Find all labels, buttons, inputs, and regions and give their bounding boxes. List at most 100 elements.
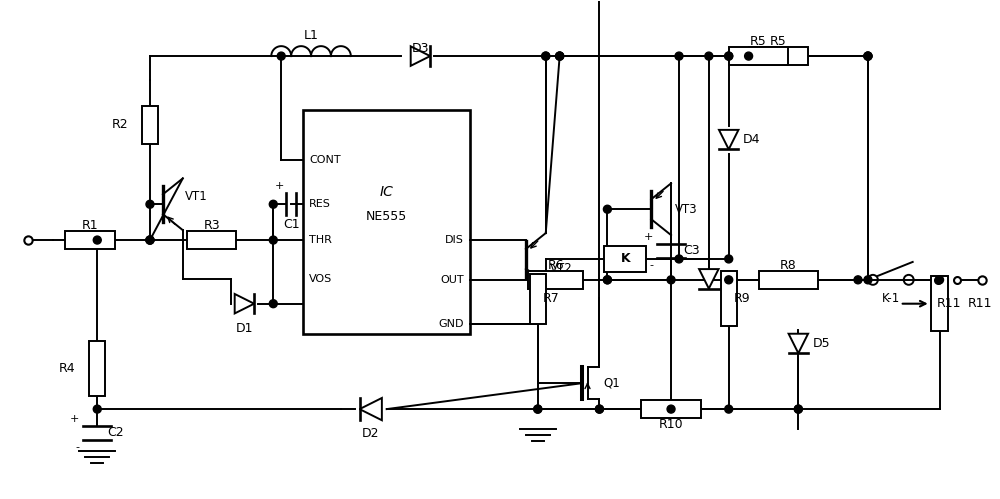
Text: K-1: K-1 [882, 292, 900, 305]
Polygon shape [789, 334, 808, 353]
Bar [65, 231, 115, 249]
Text: D5: D5 [812, 337, 830, 350]
Text: -: - [75, 442, 79, 452]
Circle shape [705, 52, 713, 60]
Circle shape [675, 52, 683, 60]
Text: R4: R4 [59, 362, 75, 375]
Circle shape [269, 300, 277, 308]
Bar [721, 271, 737, 326]
Bar [759, 271, 818, 289]
Text: R3: R3 [203, 219, 220, 232]
Circle shape [794, 405, 802, 413]
Circle shape [725, 52, 733, 60]
Circle shape [725, 405, 733, 413]
Circle shape [864, 52, 872, 60]
Text: VT1: VT1 [185, 190, 208, 203]
Text: R8: R8 [780, 259, 797, 272]
Circle shape [936, 276, 944, 284]
Circle shape [745, 52, 753, 60]
Circle shape [556, 52, 564, 60]
Text: -: - [649, 260, 653, 270]
Circle shape [93, 405, 101, 413]
Bar [187, 231, 236, 249]
Bar [604, 246, 646, 272]
Circle shape [603, 276, 611, 284]
Text: Q1: Q1 [603, 377, 620, 390]
Text: R2: R2 [111, 118, 128, 131]
Text: R5: R5 [770, 35, 787, 48]
Text: D3: D3 [412, 42, 429, 55]
Text: D4: D4 [723, 272, 740, 285]
Circle shape [146, 236, 154, 244]
Circle shape [146, 236, 154, 244]
Circle shape [146, 236, 154, 244]
Circle shape [725, 52, 733, 60]
Text: R11: R11 [967, 297, 992, 310]
Polygon shape [360, 398, 382, 420]
Circle shape [864, 52, 872, 60]
Text: +: + [70, 414, 79, 424]
Text: C1: C1 [283, 218, 299, 231]
Text: R5: R5 [750, 35, 767, 48]
Text: VT2: VT2 [550, 262, 572, 275]
Text: NE555: NE555 [366, 210, 407, 223]
Text: R7: R7 [543, 292, 560, 305]
Circle shape [269, 200, 277, 208]
Text: D1: D1 [236, 321, 253, 335]
Circle shape [864, 52, 872, 60]
Circle shape [556, 52, 564, 60]
Text: R1: R1 [82, 219, 99, 232]
Text: R6: R6 [547, 259, 564, 272]
Circle shape [667, 405, 675, 413]
Circle shape [725, 276, 733, 284]
Circle shape [93, 236, 101, 244]
Polygon shape [235, 294, 254, 313]
Bar [528, 271, 583, 289]
Text: VT3: VT3 [675, 203, 698, 216]
Circle shape [675, 255, 683, 263]
Text: +: + [644, 232, 653, 242]
Text: R11: R11 [937, 297, 961, 310]
Text: THR: THR [309, 235, 332, 245]
Bar [729, 47, 788, 65]
Circle shape [794, 405, 802, 413]
Polygon shape [411, 46, 430, 66]
Circle shape [269, 236, 277, 244]
Circle shape [595, 405, 603, 413]
Bar [749, 47, 808, 65]
Circle shape [725, 255, 733, 263]
Polygon shape [719, 130, 738, 149]
Text: D2: D2 [362, 427, 379, 440]
Text: +: + [275, 181, 284, 191]
Text: IC: IC [380, 185, 394, 199]
Bar [641, 400, 701, 418]
Circle shape [667, 276, 675, 284]
Text: L1: L1 [304, 29, 318, 42]
Text: GND: GND [439, 318, 464, 328]
Circle shape [864, 276, 872, 284]
Text: C2: C2 [107, 427, 124, 440]
Bar [142, 106, 158, 144]
Text: C3: C3 [683, 245, 700, 257]
Text: R10: R10 [659, 418, 683, 431]
Bar [931, 276, 948, 331]
Text: RES: RES [309, 199, 331, 209]
Circle shape [595, 405, 603, 413]
Text: DIS: DIS [445, 235, 464, 245]
Bar [89, 341, 105, 396]
Circle shape [854, 276, 862, 284]
Circle shape [534, 405, 542, 413]
Text: K: K [620, 252, 630, 265]
Circle shape [556, 52, 564, 60]
Circle shape [277, 52, 285, 60]
Circle shape [542, 52, 550, 60]
Circle shape [146, 200, 154, 208]
Text: CONT: CONT [309, 155, 341, 165]
Text: OUT: OUT [441, 275, 464, 285]
Bar [303, 110, 470, 333]
Circle shape [603, 205, 611, 213]
Text: R9: R9 [734, 292, 751, 305]
Text: D4: D4 [743, 133, 760, 146]
Circle shape [534, 405, 542, 413]
Bar [530, 274, 546, 323]
